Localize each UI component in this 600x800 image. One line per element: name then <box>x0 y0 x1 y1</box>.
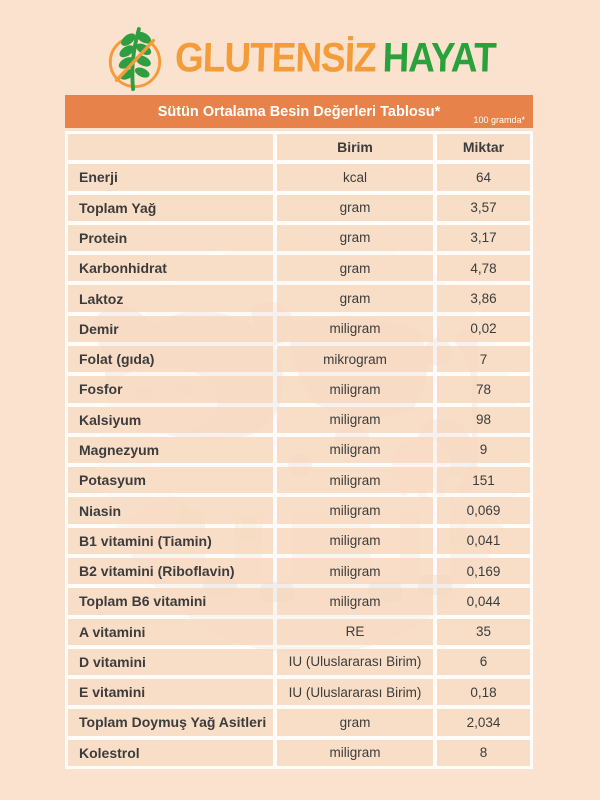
nutrient-value: 98 <box>437 406 530 433</box>
nutrient-value: 78 <box>437 376 530 403</box>
nutrient-unit: gram <box>277 194 433 221</box>
table-title-band: Sütün Ortalama Besin Değerleri Tablosu* … <box>65 95 533 128</box>
nutrient-value: 151 <box>437 467 530 494</box>
table-row: A vitamini RE 35 <box>68 618 530 645</box>
nutrient-label: Niasin <box>68 497 273 524</box>
brand-logo: GLUTENSİZ HAYAT <box>0 22 600 94</box>
nutrient-unit: miligram <box>277 376 433 403</box>
brand-word-hayat: HAYAT <box>382 34 497 81</box>
nutrient-unit: mikrogram <box>277 345 433 373</box>
nutrient-label: B1 vitamini (Tiamin) <box>68 527 273 554</box>
table-row: Niasin miligram 0,069 <box>68 497 530 524</box>
nutrient-unit: miligram <box>277 588 433 615</box>
per-100g-note: 100 gramda* <box>473 115 525 125</box>
nutrient-label: Laktoz <box>68 285 273 312</box>
table-row: Enerji kcal 64 <box>68 164 530 191</box>
nutrient-value: 9 <box>437 436 530 464</box>
nutrient-label: Potasyum <box>68 467 273 494</box>
table-row: Protein gram 3,17 <box>68 224 530 252</box>
table-row: Fosfor miligram 78 <box>68 376 530 403</box>
nutrient-value: 8 <box>437 739 530 766</box>
table-row: Kolestrol miligram 8 <box>68 739 530 766</box>
nutrient-label: Enerji <box>68 164 273 191</box>
nutrient-value: 0,169 <box>437 557 530 585</box>
wheat-no-gluten-icon <box>109 27 162 91</box>
nutrient-label: Magnezyum <box>68 436 273 464</box>
table-row: B2 vitamini (Riboflavin) miligram 0,169 <box>68 557 530 585</box>
nutrient-unit: RE <box>277 618 433 645</box>
table-row: Folat (gıda) mikrogram 7 <box>68 345 530 373</box>
nutrient-unit: miligram <box>277 467 433 494</box>
nutrient-label: Protein <box>68 224 273 252</box>
nutrient-value: 64 <box>437 164 530 191</box>
nutrient-label: Kalsiyum <box>68 406 273 433</box>
header-amount: Miktar <box>437 134 530 161</box>
table-row: Kalsiyum miligram 98 <box>68 406 530 433</box>
nutrient-unit: IU (Uluslararası Birim) <box>277 648 433 676</box>
nutrient-unit: kcal <box>277 164 433 191</box>
nutrient-value: 6 <box>437 648 530 676</box>
nutrient-label: Toplam B6 vitamini <box>68 588 273 615</box>
nutrient-unit: miligram <box>277 315 433 342</box>
nutrient-label: Toplam Doymuş Yağ Asitleri <box>68 709 273 736</box>
brand-wordmark: GLUTENSİZ HAYAT <box>174 34 497 81</box>
nutrient-value: 3,57 <box>437 194 530 221</box>
header-nutrient <box>68 134 273 161</box>
nutrient-value: 0,18 <box>437 679 530 706</box>
header-unit: Birim <box>277 134 433 161</box>
nutrient-value: 3,86 <box>437 285 530 312</box>
nutrient-label: D vitamini <box>68 648 273 676</box>
table-row: D vitamini IU (Uluslararası Birim) 6 <box>68 648 530 676</box>
nutrition-table: Birim Miktar Enerji kcal 64 Toplam Yağ g… <box>65 131 533 769</box>
nutrient-unit: miligram <box>277 497 433 524</box>
nutrient-value: 2,034 <box>437 709 530 736</box>
table-row: Toplam Doymuş Yağ Asitleri gram 2,034 <box>68 709 530 736</box>
nutrient-label: Demir <box>68 315 273 342</box>
nutrient-label: A vitamini <box>68 618 273 645</box>
nutrient-value: 35 <box>437 618 530 645</box>
table-title: Sütün Ortalama Besin Değerleri Tablosu* <box>157 103 441 120</box>
nutrient-value: 4,78 <box>437 255 530 282</box>
nutrient-value: 0,041 <box>437 527 530 554</box>
table-row: Laktoz gram 3,86 <box>68 285 530 312</box>
table-row: Potasyum miligram 151 <box>68 467 530 494</box>
nutrient-label: B2 vitamini (Riboflavin) <box>68 557 273 585</box>
nutrient-value: 0,044 <box>437 588 530 615</box>
table-row: B1 vitamini (Tiamin) miligram 0,041 <box>68 527 530 554</box>
nutrient-label: Fosfor <box>68 376 273 403</box>
table-header-row: Birim Miktar <box>68 134 530 161</box>
nutrient-label: Karbonhidrat <box>68 255 273 282</box>
table-row: Toplam B6 vitamini miligram 0,044 <box>68 588 530 615</box>
nutrient-value: 0,02 <box>437 315 530 342</box>
nutrient-value: 7 <box>437 345 530 373</box>
nutrient-unit: gram <box>277 224 433 252</box>
nutrient-value: 0,069 <box>437 497 530 524</box>
table-row: Toplam Yağ gram 3,57 <box>68 194 530 221</box>
nutrient-unit: miligram <box>277 436 433 464</box>
brand-word-glutensiz: GLUTENSİZ <box>174 34 377 81</box>
nutrient-unit: gram <box>277 709 433 736</box>
nutrient-label: E vitamini <box>68 679 273 706</box>
nutrient-unit: IU (Uluslararası Birim) <box>277 679 433 706</box>
nutrient-value: 3,17 <box>437 224 530 252</box>
nutrient-label: Toplam Yağ <box>68 194 273 221</box>
table-row: Magnezyum miligram 9 <box>68 436 530 464</box>
nutrient-unit: miligram <box>277 527 433 554</box>
nutrient-unit: gram <box>277 285 433 312</box>
nutrient-label: Kolestrol <box>68 739 273 766</box>
table-row: E vitamini IU (Uluslararası Birim) 0,18 <box>68 679 530 706</box>
nutrient-unit: miligram <box>277 406 433 433</box>
nutrient-unit: miligram <box>277 739 433 766</box>
nutrient-label: Folat (gıda) <box>68 345 273 373</box>
nutrient-unit: miligram <box>277 557 433 585</box>
table-row: Demir miligram 0,02 <box>68 315 530 342</box>
table-row: Karbonhidrat gram 4,78 <box>68 255 530 282</box>
nutrient-unit: gram <box>277 255 433 282</box>
